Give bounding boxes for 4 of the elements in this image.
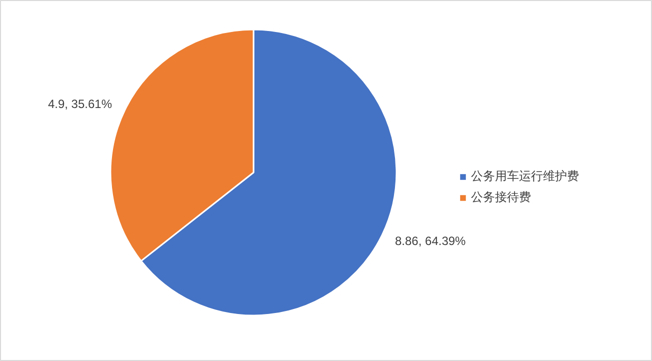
data-label: 8.86, 64.39%: [395, 234, 466, 248]
legend-label: 公务接待费: [471, 189, 531, 206]
legend-label: 公务用车运行维护费: [471, 168, 579, 185]
data-label: 4.9, 35.61%: [48, 96, 112, 111]
